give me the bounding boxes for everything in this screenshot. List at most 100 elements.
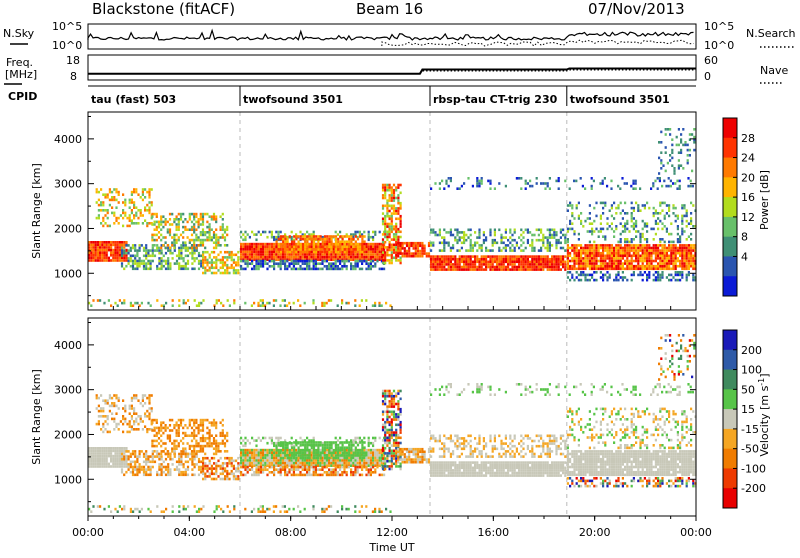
power-cell [476, 266, 478, 269]
power-cell [626, 241, 628, 244]
power-cell [393, 238, 395, 241]
power-cell [413, 245, 415, 248]
power-cell [615, 274, 617, 277]
velocity-cell [107, 423, 109, 426]
velocity-cell [211, 421, 213, 424]
velocity-cell [224, 437, 226, 440]
velocity-cell [151, 429, 153, 432]
velocity-cell [231, 470, 233, 473]
power-cell [591, 268, 593, 271]
power-cell [178, 226, 180, 229]
power-cell [424, 247, 426, 250]
power-cell [299, 304, 301, 307]
power-cell [391, 215, 393, 218]
velocity-cell [128, 463, 130, 466]
velocity-cell [193, 424, 195, 427]
power-cell [454, 255, 456, 258]
power-cell [237, 256, 239, 259]
power-cell [549, 247, 551, 250]
velocity-cell [204, 478, 206, 481]
velocity-cell [99, 447, 101, 450]
velocity-cell [195, 421, 197, 424]
velocity-cell [191, 450, 193, 453]
velocity-cell [180, 463, 182, 466]
power-cell [679, 249, 681, 252]
power-cell [675, 260, 677, 263]
power-cell [445, 242, 447, 245]
power-cell [213, 261, 215, 264]
power-cell [187, 221, 189, 224]
power-cell [678, 167, 680, 170]
power-cell [136, 249, 138, 252]
power-cell [664, 252, 666, 255]
velocity-cell [131, 415, 133, 418]
power-cell [359, 253, 361, 256]
power-cell [679, 271, 681, 274]
power-cell [527, 261, 529, 264]
velocity-cell [132, 461, 134, 464]
power-cell [667, 128, 669, 131]
velocity-cell [113, 402, 115, 405]
power-cell [619, 187, 621, 190]
velocity-cell [169, 440, 171, 443]
power-cell [657, 255, 659, 258]
power-cell [335, 248, 337, 251]
velocity-cell [92, 455, 94, 458]
power-cell [328, 243, 330, 246]
power-cell [393, 197, 395, 200]
power-cell [540, 247, 542, 250]
velocity-cell [161, 463, 163, 466]
power-cell [122, 212, 124, 215]
velocity-cell [193, 447, 195, 450]
power-cell [470, 266, 472, 269]
velocity-cell [171, 442, 173, 445]
power-cell [610, 187, 612, 190]
power-cell [443, 261, 445, 264]
power-cell [650, 260, 652, 263]
power-cell [249, 251, 251, 254]
velocity-cell [100, 410, 102, 413]
velocity-cell [209, 442, 211, 445]
velocity-cell [213, 419, 215, 422]
power-cell [555, 263, 557, 266]
velocity-cell [253, 454, 255, 457]
velocity-cell [113, 420, 115, 423]
power-cell [353, 246, 355, 249]
power-cell [680, 151, 682, 154]
power-cell [676, 144, 678, 147]
power-cell [659, 238, 661, 241]
power-cell [193, 215, 195, 218]
power-cell [341, 268, 343, 271]
power-cell [628, 260, 630, 263]
power-cell [393, 244, 395, 247]
power-cell [198, 252, 200, 255]
power-cell [609, 265, 611, 268]
power-cell [547, 255, 549, 258]
power-cell [487, 266, 489, 269]
power-cell [681, 207, 683, 210]
power-cell [478, 261, 480, 264]
velocity-cell [215, 465, 217, 468]
power-cell [483, 268, 485, 271]
power-cell [489, 182, 491, 185]
power-cell [478, 247, 480, 250]
power-cell [692, 185, 694, 188]
power-cell [206, 264, 208, 267]
power-cell [317, 243, 319, 246]
power-cell [98, 214, 100, 217]
velocity-cell [247, 457, 249, 460]
power-cell [584, 187, 586, 190]
power-cell [633, 217, 635, 220]
velocity-cell [98, 410, 100, 413]
power-cell [606, 279, 608, 282]
power-cell [191, 255, 193, 258]
power-cell [198, 302, 200, 305]
power-cell [518, 236, 520, 239]
power-cell [121, 247, 123, 250]
power-cell [187, 255, 189, 258]
power-cell [262, 262, 264, 265]
power-cell [509, 229, 511, 232]
power-cell [666, 255, 668, 258]
power-cell [326, 253, 328, 256]
power-cell [379, 248, 381, 251]
